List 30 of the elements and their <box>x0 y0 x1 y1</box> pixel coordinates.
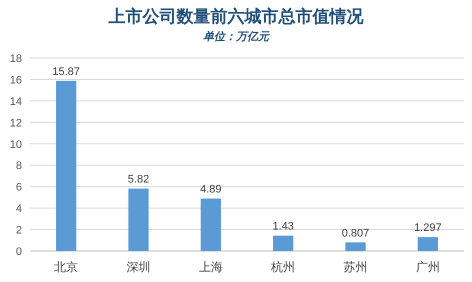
y-tick-label: 8 <box>16 160 22 172</box>
x-tick-label: 深圳 <box>126 260 150 274</box>
y-tick-label: 18 <box>10 53 22 65</box>
y-tick-label: 12 <box>10 117 22 130</box>
data-label: 1.297 <box>414 222 442 234</box>
bar <box>418 237 438 251</box>
x-tick-label: 广州 <box>416 260 440 274</box>
y-tick-label: 14 <box>10 96 22 108</box>
chart-title: 上市公司数量前六城市总市值情况 <box>108 7 364 26</box>
data-label: 0.807 <box>342 227 370 240</box>
data-label: 5.82 <box>128 174 150 186</box>
x-tick-label: 上海 <box>198 260 223 274</box>
bar <box>128 188 149 251</box>
y-tick-label: 4 <box>16 203 22 216</box>
chart-subtitle: 单位：万亿元 <box>203 30 270 43</box>
x-tick-label: 杭州 <box>270 260 296 274</box>
bar <box>200 198 221 251</box>
x-tick-label: 北京 <box>54 260 78 274</box>
y-tick-label: 16 <box>10 74 22 86</box>
bar <box>345 242 366 251</box>
bar <box>56 80 76 251</box>
y-tick-label: 2 <box>16 224 22 237</box>
y-tick-label: 0 <box>16 246 22 258</box>
x-tick-label: 苏州 <box>344 260 368 274</box>
data-label: 4.89 <box>200 184 222 196</box>
y-tick-label: 10 <box>10 138 22 151</box>
data-label: 1.43 <box>272 220 294 233</box>
y-tick-label: 6 <box>16 182 22 194</box>
data-label: 15.87 <box>52 66 80 78</box>
bar <box>273 236 294 251</box>
